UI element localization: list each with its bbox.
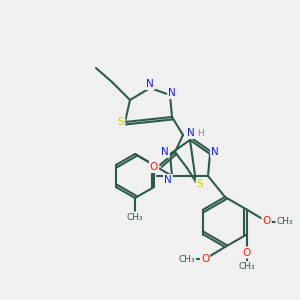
Text: S: S (197, 179, 203, 189)
Text: S: S (118, 117, 124, 127)
Text: O: O (242, 248, 251, 257)
Text: CH₃: CH₃ (127, 212, 143, 221)
Text: CH₃: CH₃ (276, 217, 293, 226)
Text: N: N (187, 128, 195, 138)
Text: CH₃: CH₃ (179, 254, 195, 263)
Text: O: O (150, 162, 158, 172)
Text: CH₃: CH₃ (238, 262, 255, 271)
Text: H: H (198, 128, 204, 137)
Text: N: N (146, 79, 154, 89)
Text: N: N (168, 88, 176, 98)
Text: N: N (164, 175, 172, 185)
Text: O: O (201, 254, 209, 264)
Text: O: O (262, 217, 271, 226)
Text: N: N (211, 147, 219, 157)
Text: N: N (161, 147, 169, 157)
